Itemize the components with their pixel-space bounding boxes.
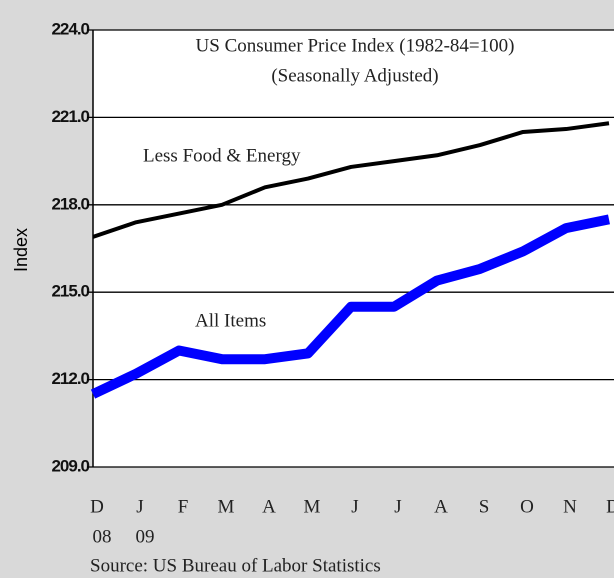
chart-subtitle: (Seasonally Adjusted) [271, 65, 438, 86]
y-tick-label: 224.0 [51, 19, 89, 38]
y-tick-label: 215.0 [51, 282, 89, 301]
x-tick-sublabel: 09 [136, 526, 155, 547]
x-tick-label: A [434, 496, 448, 517]
chart-title: US Consumer Price Index (1982-84=100) [196, 35, 515, 56]
x-tick-label: J [351, 496, 358, 517]
y-tick-label: 212.0 [51, 369, 89, 388]
x-tick-label: A [262, 496, 276, 517]
x-tick-label: S [479, 496, 490, 517]
x-tick-label: M [218, 496, 235, 517]
x-tick-label: F [178, 496, 189, 517]
y-tick-label: 221.0 [51, 107, 89, 126]
x-tick-label: M [304, 496, 321, 517]
x-tick-label: J [136, 496, 143, 517]
y-tick-label: 209.0 [51, 456, 89, 475]
x-tick-label: N [563, 496, 577, 517]
series-label: Less Food & Energy [143, 145, 301, 166]
x-tick-label: O [520, 496, 534, 517]
x-tick-label: J [394, 496, 401, 517]
series-line [90, 214, 610, 399]
series-label: All Items [195, 310, 266, 331]
y-tick-label: 218.0 [51, 194, 89, 213]
x-tick-sublabel: 08 [93, 526, 112, 547]
x-tick-label: D [606, 496, 614, 517]
series-line [92, 121, 610, 239]
y-axis-label: Index [11, 228, 31, 272]
source: Source: US Bureau of Labor Statistics [90, 555, 381, 576]
x-tick-label: D [90, 496, 104, 517]
